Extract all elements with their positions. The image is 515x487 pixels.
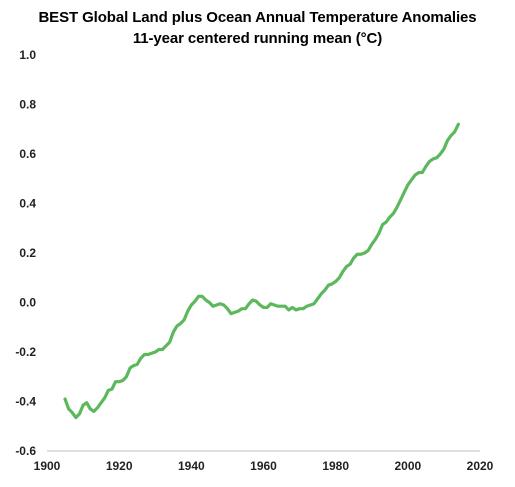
x-tick-label: 1980 bbox=[322, 459, 349, 473]
y-tick-label: 0.6 bbox=[19, 147, 36, 161]
y-tick-label: 0.4 bbox=[19, 197, 36, 211]
series-line-0 bbox=[63, 122, 460, 420]
chart-title: BEST Global Land plus Ocean Annual Tempe… bbox=[38, 9, 477, 26]
y-tick-labels: -0.6 -0.4 -0.2 0.0 0.2 0.4 0.6 0.8 1.0 bbox=[15, 48, 36, 458]
x-tick-label: 1940 bbox=[178, 459, 205, 473]
y-tick-label: -0.2 bbox=[15, 345, 36, 359]
chart-subtitle: 11-year centered running mean (°C) bbox=[132, 30, 383, 47]
y-tick-label: 0.0 bbox=[19, 296, 36, 310]
x-tick-label: 2000 bbox=[394, 459, 421, 473]
x-tick-label: 1920 bbox=[106, 459, 133, 473]
y-tick-label: 0.8 bbox=[19, 98, 36, 112]
x-tick-label: 2020 bbox=[467, 459, 494, 473]
y-tick-label: 0.2 bbox=[19, 246, 36, 260]
y-tick-label: -0.6 bbox=[15, 444, 36, 458]
x-tick-label: 1900 bbox=[34, 459, 61, 473]
y-tick-label: 1.0 bbox=[19, 48, 36, 62]
y-tick-label: -0.4 bbox=[15, 395, 36, 409]
x-tick-labels: 1900 1920 1940 1960 1980 2000 2020 bbox=[34, 459, 494, 473]
series-layer bbox=[63, 122, 460, 420]
x-tick-label: 1960 bbox=[250, 459, 277, 473]
